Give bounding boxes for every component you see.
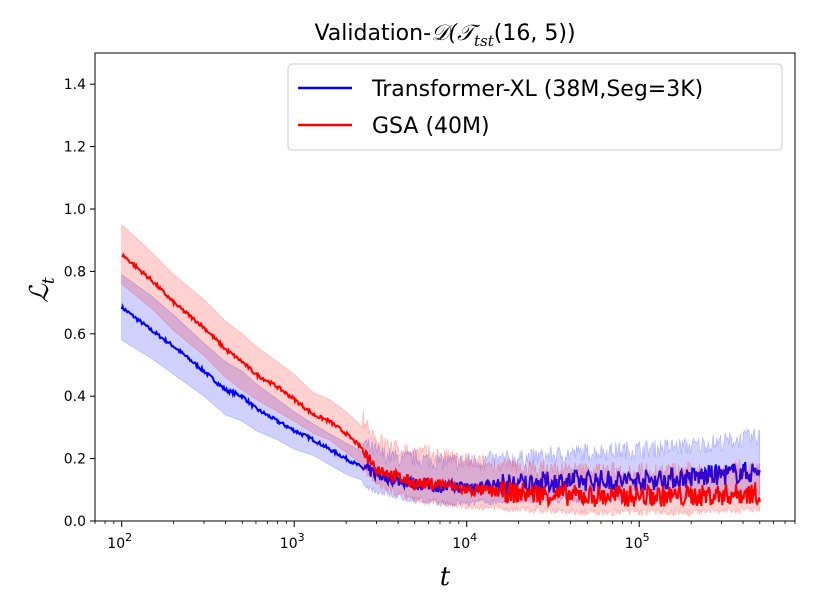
y-axis: 0.0 0.2 0.4 0.6 0.8 1.0 1.2 1.4 bbox=[64, 77, 95, 530]
x-axis-label: t bbox=[440, 562, 451, 592]
y-tick-label: 0.2 bbox=[64, 452, 86, 468]
confidence-band-gsa bbox=[121, 223, 761, 517]
confidence-band-transformer-xl bbox=[121, 273, 761, 508]
series-line-gsa bbox=[121, 252, 761, 509]
legend: Transformer-XL (38M,Seg=3K) GSA (40M) bbox=[287, 63, 783, 151]
y-tick-label: 0.6 bbox=[64, 327, 86, 343]
y-tick-label: 0.0 bbox=[64, 514, 86, 530]
legend-label-transformer-xl: Transformer-XL (38M,Seg=3K) bbox=[371, 77, 703, 102]
plot-area bbox=[120, 223, 761, 517]
plot-frame bbox=[94, 52, 796, 522]
legend-label-gsa: GSA (40M) bbox=[372, 114, 490, 139]
chart-title: Validation-𝒟(𝒯tst(16, 5)) bbox=[314, 21, 575, 50]
series-line-transformer-xl bbox=[120, 302, 761, 495]
y-tick-label: 1.0 bbox=[64, 202, 86, 218]
legend-box bbox=[287, 63, 783, 151]
y-tick-label: 1.4 bbox=[64, 77, 86, 93]
y-axis-label-group: ℒt bbox=[25, 277, 59, 303]
y-tick-label: 1.2 bbox=[64, 140, 86, 156]
y-axis-label: ℒt bbox=[25, 277, 59, 303]
y-tick-label: 0.4 bbox=[64, 389, 86, 405]
y-tick-label: 0.8 bbox=[64, 264, 86, 280]
